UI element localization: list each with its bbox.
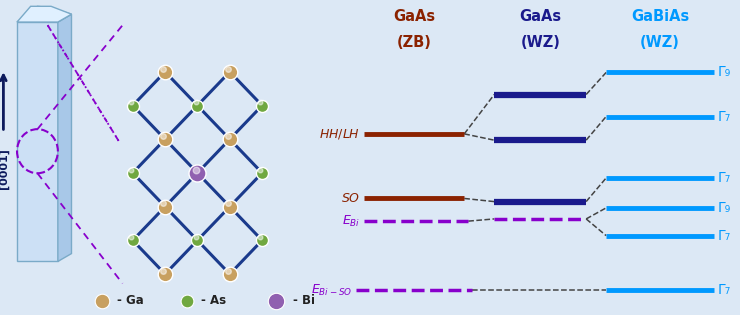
Point <box>125 100 137 105</box>
Polygon shape <box>17 6 72 22</box>
Point <box>192 238 204 243</box>
Text: Γ₇: Γ₇ <box>718 284 731 297</box>
Text: $E_{Bi-SO}$: $E_{Bi-SO}$ <box>312 283 352 298</box>
Text: $HH/LH$: $HH/LH$ <box>320 127 360 141</box>
Point <box>224 272 236 277</box>
Polygon shape <box>17 22 58 261</box>
Point <box>256 238 268 243</box>
Point <box>189 235 201 240</box>
Point <box>255 100 266 105</box>
Text: GaAs: GaAs <box>393 9 435 25</box>
Point <box>255 235 266 240</box>
Text: $SO$: $SO$ <box>341 192 360 205</box>
Point <box>222 201 234 206</box>
Text: Γ₇: Γ₇ <box>718 110 731 123</box>
Text: GaBiAs: GaBiAs <box>631 9 689 25</box>
Text: [0001]: [0001] <box>0 148 9 189</box>
Polygon shape <box>58 14 72 261</box>
Point <box>222 134 234 139</box>
Text: Γ₇: Γ₇ <box>718 171 731 185</box>
Text: (ZB): (ZB) <box>397 35 431 50</box>
Point <box>192 170 204 175</box>
Point <box>158 66 169 71</box>
Point <box>256 103 268 108</box>
Point <box>224 69 236 74</box>
Text: - Ga: - Ga <box>118 294 144 307</box>
Point <box>181 298 193 303</box>
Point <box>189 167 201 172</box>
Text: Γ₇: Γ₇ <box>718 229 731 243</box>
Point <box>158 134 169 139</box>
Text: Γ₉: Γ₉ <box>718 201 731 215</box>
Point <box>158 268 169 273</box>
Point <box>159 137 171 142</box>
Point <box>255 167 266 172</box>
Point <box>127 170 138 175</box>
Point <box>127 238 138 243</box>
Text: Γ₉: Γ₉ <box>718 66 731 79</box>
Point <box>125 167 137 172</box>
Point <box>159 272 171 277</box>
Point <box>222 268 234 273</box>
Point <box>224 204 236 209</box>
Text: - Bi: - Bi <box>293 294 314 307</box>
Point <box>270 298 282 303</box>
Point <box>127 103 138 108</box>
Text: $E_{Bi}$: $E_{Bi}$ <box>342 214 360 229</box>
Text: GaAs: GaAs <box>519 9 561 25</box>
Text: (WZ): (WZ) <box>520 35 560 50</box>
Point <box>158 201 169 206</box>
Text: (WZ): (WZ) <box>640 35 680 50</box>
Text: - As: - As <box>201 294 226 307</box>
Point <box>159 69 171 74</box>
Point <box>96 298 108 303</box>
Point <box>189 100 201 105</box>
Point <box>224 137 236 142</box>
Point <box>222 66 234 71</box>
Point <box>192 103 204 108</box>
Polygon shape <box>17 6 72 22</box>
Point <box>256 170 268 175</box>
Point <box>125 235 137 240</box>
Point <box>159 204 171 209</box>
